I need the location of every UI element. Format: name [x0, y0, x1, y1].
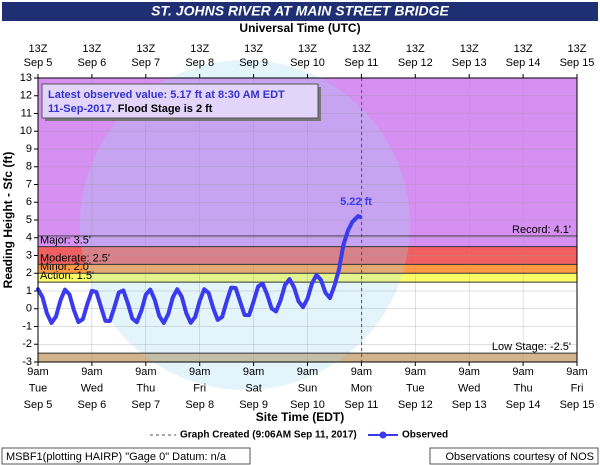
x-tick-label: 9am — [243, 366, 264, 378]
y-tick-label: 9 — [26, 143, 32, 155]
x2-tick-label: Sep 5 — [24, 57, 53, 69]
x2-tick-label: Sep 8 — [185, 57, 214, 69]
x-tick-label: Sep 10 — [290, 399, 325, 411]
y-tick-label: 5 — [26, 214, 32, 226]
value-label: 5.22 ft — [340, 196, 372, 208]
info-line: Latest observed value: 5.17 ft at 8:30 A… — [48, 89, 285, 101]
x-tick-label: 9am — [405, 366, 426, 378]
x-tick-label: Sep 5 — [24, 399, 53, 411]
x2-tick-label: Sep 12 — [398, 57, 433, 69]
watermark — [80, 60, 410, 390]
x2-tick-label: 13Z — [298, 43, 317, 55]
x2-tick-label: 13Z — [406, 43, 425, 55]
y-tick-label: 1 — [26, 285, 32, 297]
y-tick-label: 7 — [26, 178, 32, 190]
x-tick-label: Tue — [29, 382, 48, 394]
x2-tick-label: 13Z — [82, 43, 101, 55]
x-tick-label: Thu — [514, 382, 533, 394]
x2-tick-label: Sep 6 — [78, 57, 107, 69]
x2-tick-label: 13Z — [460, 43, 479, 55]
series-line — [36, 214, 363, 325]
footer-right: Observations courtesy of NOS — [445, 451, 594, 463]
x2-tick-label: Sep 15 — [560, 57, 595, 69]
chart-title: ST. JOHNS RIVER AT MAIN STREET BRIDGE — [151, 3, 449, 19]
y-tick-label: 6 — [26, 196, 32, 208]
legend-swatch-dot — [379, 431, 387, 439]
x2-tick-label: Sep 9 — [239, 57, 268, 69]
y-tick-label: 0 — [26, 303, 32, 315]
x-tick-label: Sep 15 — [560, 399, 595, 411]
y-tick-label: 4 — [26, 232, 32, 244]
x-tick-label: 9am — [135, 366, 156, 378]
y-axis-label: Reading Height - Sfc (ft) — [1, 152, 15, 289]
y-tick-label: 10 — [20, 125, 32, 137]
x-tick-label: Wed — [81, 382, 103, 394]
x-tick-label: Tue — [406, 382, 425, 394]
y-tick-label: -3 — [22, 356, 32, 368]
x2-tick-label: Sep 7 — [131, 57, 160, 69]
y-tick-label: 2 — [26, 267, 32, 279]
flood-stage-label: Major: 3.5' — [40, 235, 91, 247]
x-tick-label: 9am — [566, 366, 587, 378]
x-tick-label: Sep 13 — [452, 399, 487, 411]
x-tick-label: Fri — [193, 382, 206, 394]
title-bar — [2, 2, 598, 21]
y-tick-label: -2 — [22, 338, 32, 350]
info-line: 11-Sep-2017. Flood Stage is 2 ft — [48, 103, 213, 115]
x-tick-label: 9am — [81, 366, 102, 378]
x-tick-label: 9am — [351, 366, 372, 378]
y-tick-label: -1 — [22, 320, 32, 332]
x-tick-label: Sep 12 — [398, 399, 433, 411]
x2-tick-label: Sep 10 — [290, 57, 325, 69]
x-tick-label: 9am — [189, 366, 210, 378]
x-tick-label: Sep 9 — [239, 399, 268, 411]
x2-tick-label: 13Z — [514, 43, 533, 55]
x-tick-label: Thu — [136, 382, 155, 394]
info-date: 11-Sep-2017 — [48, 103, 112, 115]
y-tick-label: 3 — [26, 249, 32, 261]
footer-left-box — [1, 447, 251, 465]
x-tick-label: Wed — [458, 382, 480, 394]
x-tick-label: 9am — [297, 366, 318, 378]
x-tick-label: Sep 7 — [131, 399, 160, 411]
x-tick-label: Sep 8 — [185, 399, 214, 411]
x2-tick-label: 13Z — [136, 43, 155, 55]
x-tick-label: Mon — [351, 382, 372, 394]
x-tick-label: 9am — [27, 366, 48, 378]
x2-tick-label: 13Z — [244, 43, 263, 55]
x-tick-label: Sun — [298, 382, 318, 394]
x-tick-label: 9am — [512, 366, 533, 378]
plot-border — [37, 77, 578, 363]
x2-tick-label: Sep 14 — [506, 57, 541, 69]
flood-stage-label: Moderate: 2.5' — [40, 252, 110, 264]
x-tick-label: 9am — [458, 366, 479, 378]
x-tick-label: Sep 11 — [344, 399, 378, 411]
x-tick-label: Sat — [245, 382, 262, 394]
info-flood-stage: . Flood Stage is 2 ft — [112, 103, 213, 115]
x2-tick-label: Sep 11 — [344, 57, 378, 69]
x-tick-label: Fri — [571, 382, 584, 394]
x-tick-label: Sep 6 — [78, 399, 107, 411]
x2-axis-label: Universal Time (UTC) — [239, 21, 360, 35]
x2-tick-label: Sep 13 — [452, 57, 487, 69]
info-box — [41, 83, 319, 119]
footer-right-box — [429, 447, 599, 465]
x2-tick-label: 13Z — [352, 43, 371, 55]
flood-stage-label: Low Stage: -2.5' — [492, 341, 571, 353]
x-tick-label: Sep 14 — [506, 399, 541, 411]
y-tick-label: 8 — [26, 161, 32, 173]
y-tick-label: 12 — [20, 90, 32, 102]
footer-left: MSBF1(plotting HAIRP) "Gage 0" Datum: n/… — [6, 451, 227, 463]
flood-stage-label: Record: 4.1' — [512, 224, 571, 236]
x2-tick-label: 13Z — [190, 43, 209, 55]
legend-label: Observed — [402, 430, 448, 441]
y-tick-label: 13 — [20, 72, 32, 84]
x-axis-label: Site Time (EDT) — [256, 410, 344, 424]
legend-label: Graph Created (9:06AM Sep 11, 2017) — [180, 430, 357, 441]
x2-tick-label: 13Z — [29, 43, 48, 55]
x2-tick-label: 13Z — [568, 43, 587, 55]
y-tick-label: 11 — [21, 107, 32, 119]
